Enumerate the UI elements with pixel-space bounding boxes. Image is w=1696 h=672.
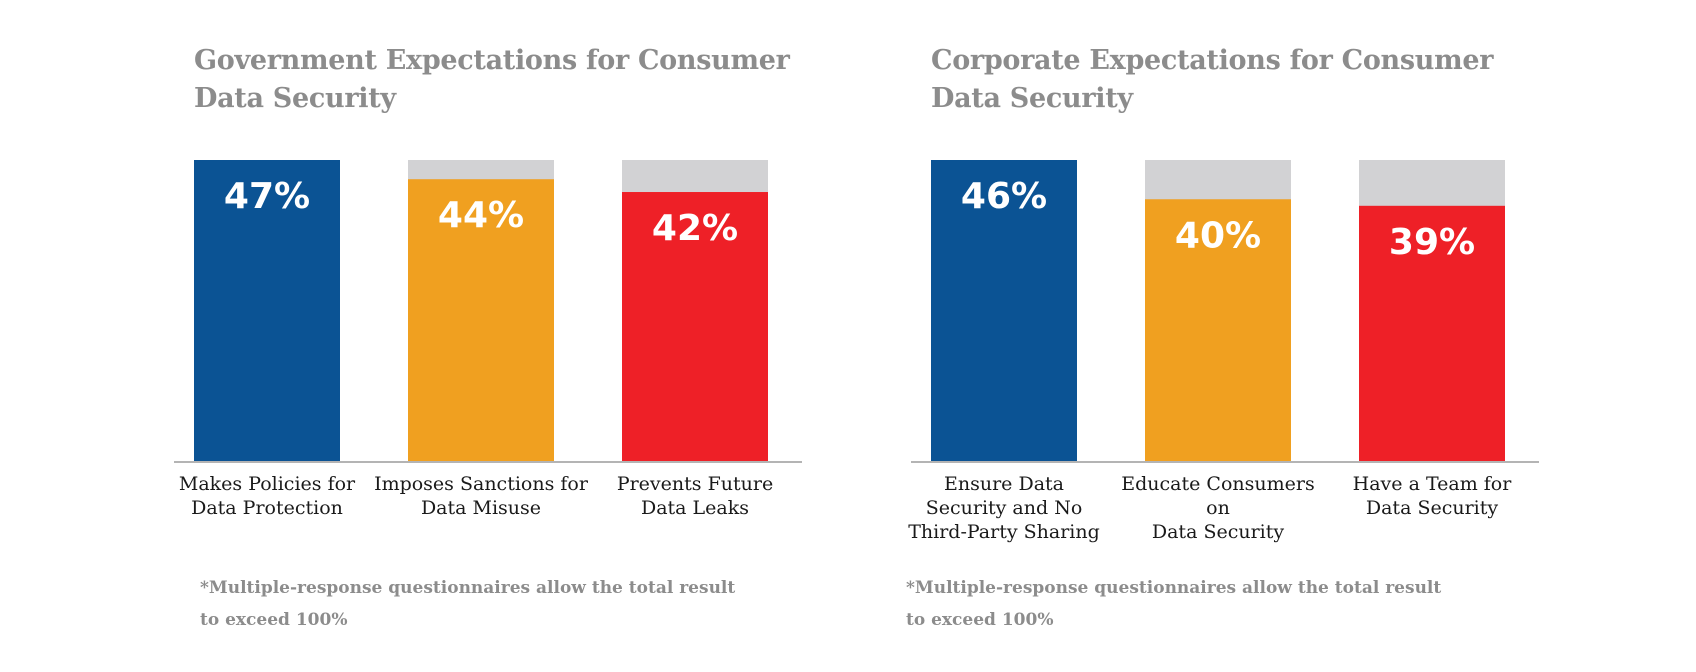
category-label: Prevents Future Data Leaks <box>616 473 774 519</box>
footnote: *Multiple-response questionnaires allow … <box>200 578 736 630</box>
category-label: Ensure Data Security and No Third-Party … <box>908 473 1100 543</box>
bar-value-label: 44% <box>438 195 524 236</box>
category-label: Educate Consumers on Data Security <box>1121 473 1315 543</box>
category-label: Imposes Sanctions for Data Misuse <box>374 473 588 519</box>
bar-value-label: 47% <box>224 176 310 217</box>
bar-value-label: 39% <box>1389 222 1475 263</box>
bar-chart: 47% 44% 42% <box>174 160 802 463</box>
chart-title: Government Expectations for Consumer Dat… <box>194 45 790 114</box>
bar <box>408 179 554 461</box>
chart-title: Corporate Expectations for Consumer Data… <box>931 45 1494 114</box>
footnote: *Multiple-response questionnaires allow … <box>906 578 1442 630</box>
bar-chart: 46% 40% 39% <box>911 160 1539 463</box>
category-label: Makes Policies for Data Protection <box>178 473 356 519</box>
bar <box>931 160 1077 461</box>
bar <box>1359 205 1505 461</box>
bar <box>194 160 340 461</box>
category-label: Have a Team for Data Security <box>1352 473 1512 519</box>
bar-value-label: 46% <box>961 176 1047 217</box>
government-chart-panel: Government Expectations for Consumer Dat… <box>174 0 822 672</box>
bar <box>1145 199 1291 461</box>
corporate-chart-panel: Corporate Expectations for Consumer Data… <box>906 0 1559 672</box>
bar-value-label: 40% <box>1175 215 1261 256</box>
bar <box>622 192 768 461</box>
bar-value-label: 42% <box>652 208 738 249</box>
